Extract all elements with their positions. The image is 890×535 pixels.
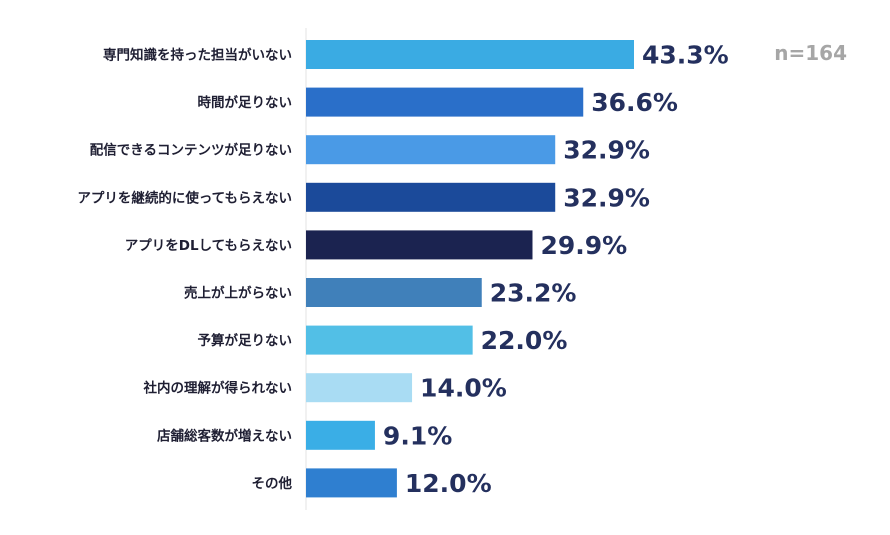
bar-1 — [306, 40, 634, 69]
sample-size-label: n=164 — [774, 41, 847, 65]
value-label-10: 12.0% — [405, 469, 492, 498]
bar-8 — [306, 373, 413, 403]
category-label-7: 予算が足りない — [198, 332, 293, 349]
bar-2 — [306, 87, 584, 117]
value-label-5: 29.9% — [540, 231, 627, 260]
value-label-9: 9.1% — [383, 421, 452, 450]
category-label-1: 専門知識を持った担当がいない — [103, 47, 292, 64]
value-label-1: 43.3% — [642, 41, 729, 70]
bar-3 — [306, 135, 556, 165]
category-label-10: その他 — [252, 475, 293, 492]
value-label-8: 14.0% — [420, 374, 507, 403]
bar-5 — [306, 230, 533, 260]
category-label-2: 時間が足りない — [198, 94, 293, 111]
category-label-6: 売上が上がらない — [184, 285, 292, 302]
category-label-8: 社内の理解が得られない — [143, 380, 293, 397]
bar-4 — [306, 182, 556, 212]
category-label-5: アプリをDLしてもらえない — [125, 238, 292, 254]
bar-7 — [306, 325, 473, 355]
category-label-4: アプリを継続的に使ってもらえない — [77, 189, 292, 206]
value-label-6: 23.2% — [490, 279, 577, 308]
value-label-2: 36.6% — [591, 88, 678, 117]
bar-10 — [306, 468, 397, 498]
category-label-9: 店舗総客数が増えない — [157, 427, 292, 444]
value-label-4: 32.9% — [563, 183, 650, 212]
bar-9 — [306, 420, 375, 450]
value-label-7: 22.0% — [481, 326, 568, 355]
bar-6 — [306, 278, 482, 307]
category-label-3: 配信できるコンテンツが足りない — [90, 142, 292, 159]
value-label-3: 32.9% — [563, 136, 650, 165]
